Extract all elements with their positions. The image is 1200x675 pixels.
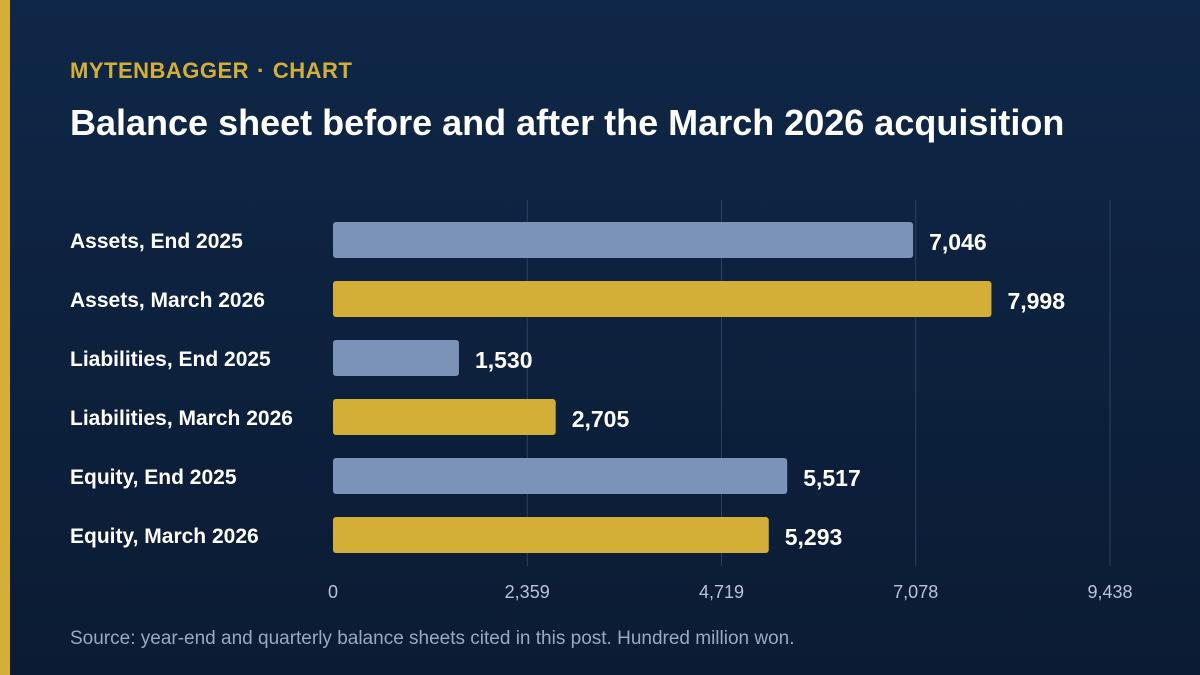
source-note: Source: year-end and quarterly balance s… bbox=[70, 628, 795, 649]
x-tick-label: 4,719 bbox=[699, 582, 744, 602]
brand-name: MYTENBAGGER bbox=[70, 58, 250, 83]
bar bbox=[333, 458, 788, 494]
bar bbox=[333, 340, 459, 376]
value-label: 5,517 bbox=[803, 465, 861, 491]
bar bbox=[333, 517, 769, 553]
value-label: 2,705 bbox=[572, 406, 630, 432]
x-tick-label: 7,078 bbox=[893, 582, 938, 602]
category-label: Liabilities, End 2025 bbox=[70, 348, 271, 371]
x-tick-label: 0 bbox=[328, 582, 338, 602]
bar bbox=[333, 222, 914, 258]
category-label: Liabilities, March 2026 bbox=[70, 407, 293, 430]
eyebrow-separator: · bbox=[257, 58, 265, 83]
value-label: 7,046 bbox=[929, 229, 987, 255]
chart-title: Balance sheet before and after the March… bbox=[70, 102, 1065, 143]
bar bbox=[333, 281, 992, 317]
category-label: Equity, End 2025 bbox=[70, 466, 237, 489]
eyebrow: MYTENBAGGER · CHART bbox=[70, 58, 352, 84]
x-tick-label: 9,438 bbox=[1087, 582, 1132, 602]
accent-stripe bbox=[0, 0, 10, 675]
category-label: Assets, End 2025 bbox=[70, 230, 243, 253]
bar bbox=[333, 399, 556, 435]
value-label: 5,293 bbox=[785, 524, 843, 550]
x-tick-label: 2,359 bbox=[505, 582, 550, 602]
category-label: Equity, March 2026 bbox=[70, 525, 259, 548]
section-label: CHART bbox=[272, 58, 353, 83]
value-label: 1,530 bbox=[475, 347, 533, 373]
value-label: 7,998 bbox=[1007, 288, 1065, 314]
category-label: Assets, March 2026 bbox=[70, 289, 265, 312]
